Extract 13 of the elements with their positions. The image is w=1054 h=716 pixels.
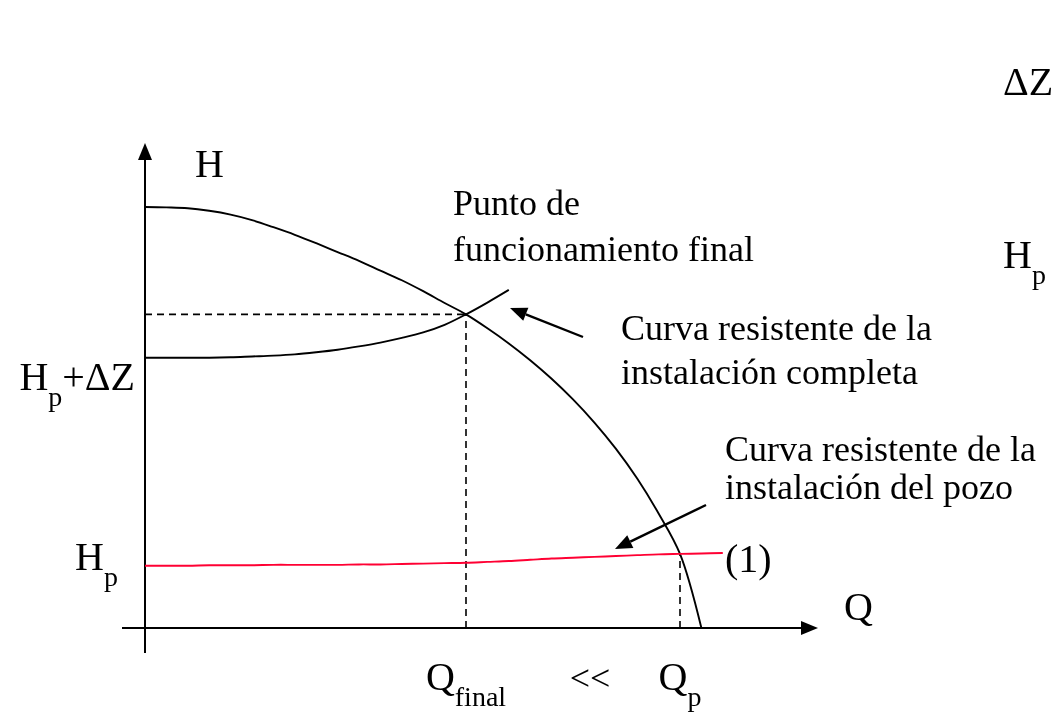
- x-axis-title: Q: [844, 584, 873, 629]
- x-tick-label: Q$_{final}$: [425, 654, 507, 712]
- annotation: Punto de funcionamiento final: [453, 183, 754, 269]
- x-tick-label: Q$_{p}$: [658, 654, 702, 712]
- annotation: Curva resistente de la instalación completa: [621, 308, 932, 392]
- text: <<: [569, 658, 611, 698]
- text: H$_{p}$: [75, 534, 118, 592]
- text: H$_{p}$: [1003, 232, 1046, 290]
- text: ΔZ: [1003, 59, 1054, 104]
- y-axis-title: H: [195, 141, 224, 186]
- annotation: Curva resistente de la instalación del pozo: [725, 429, 1036, 507]
- annotation: (1): [725, 536, 772, 581]
- annotation: H$_{p}$+ΔZ: [19, 354, 135, 412]
